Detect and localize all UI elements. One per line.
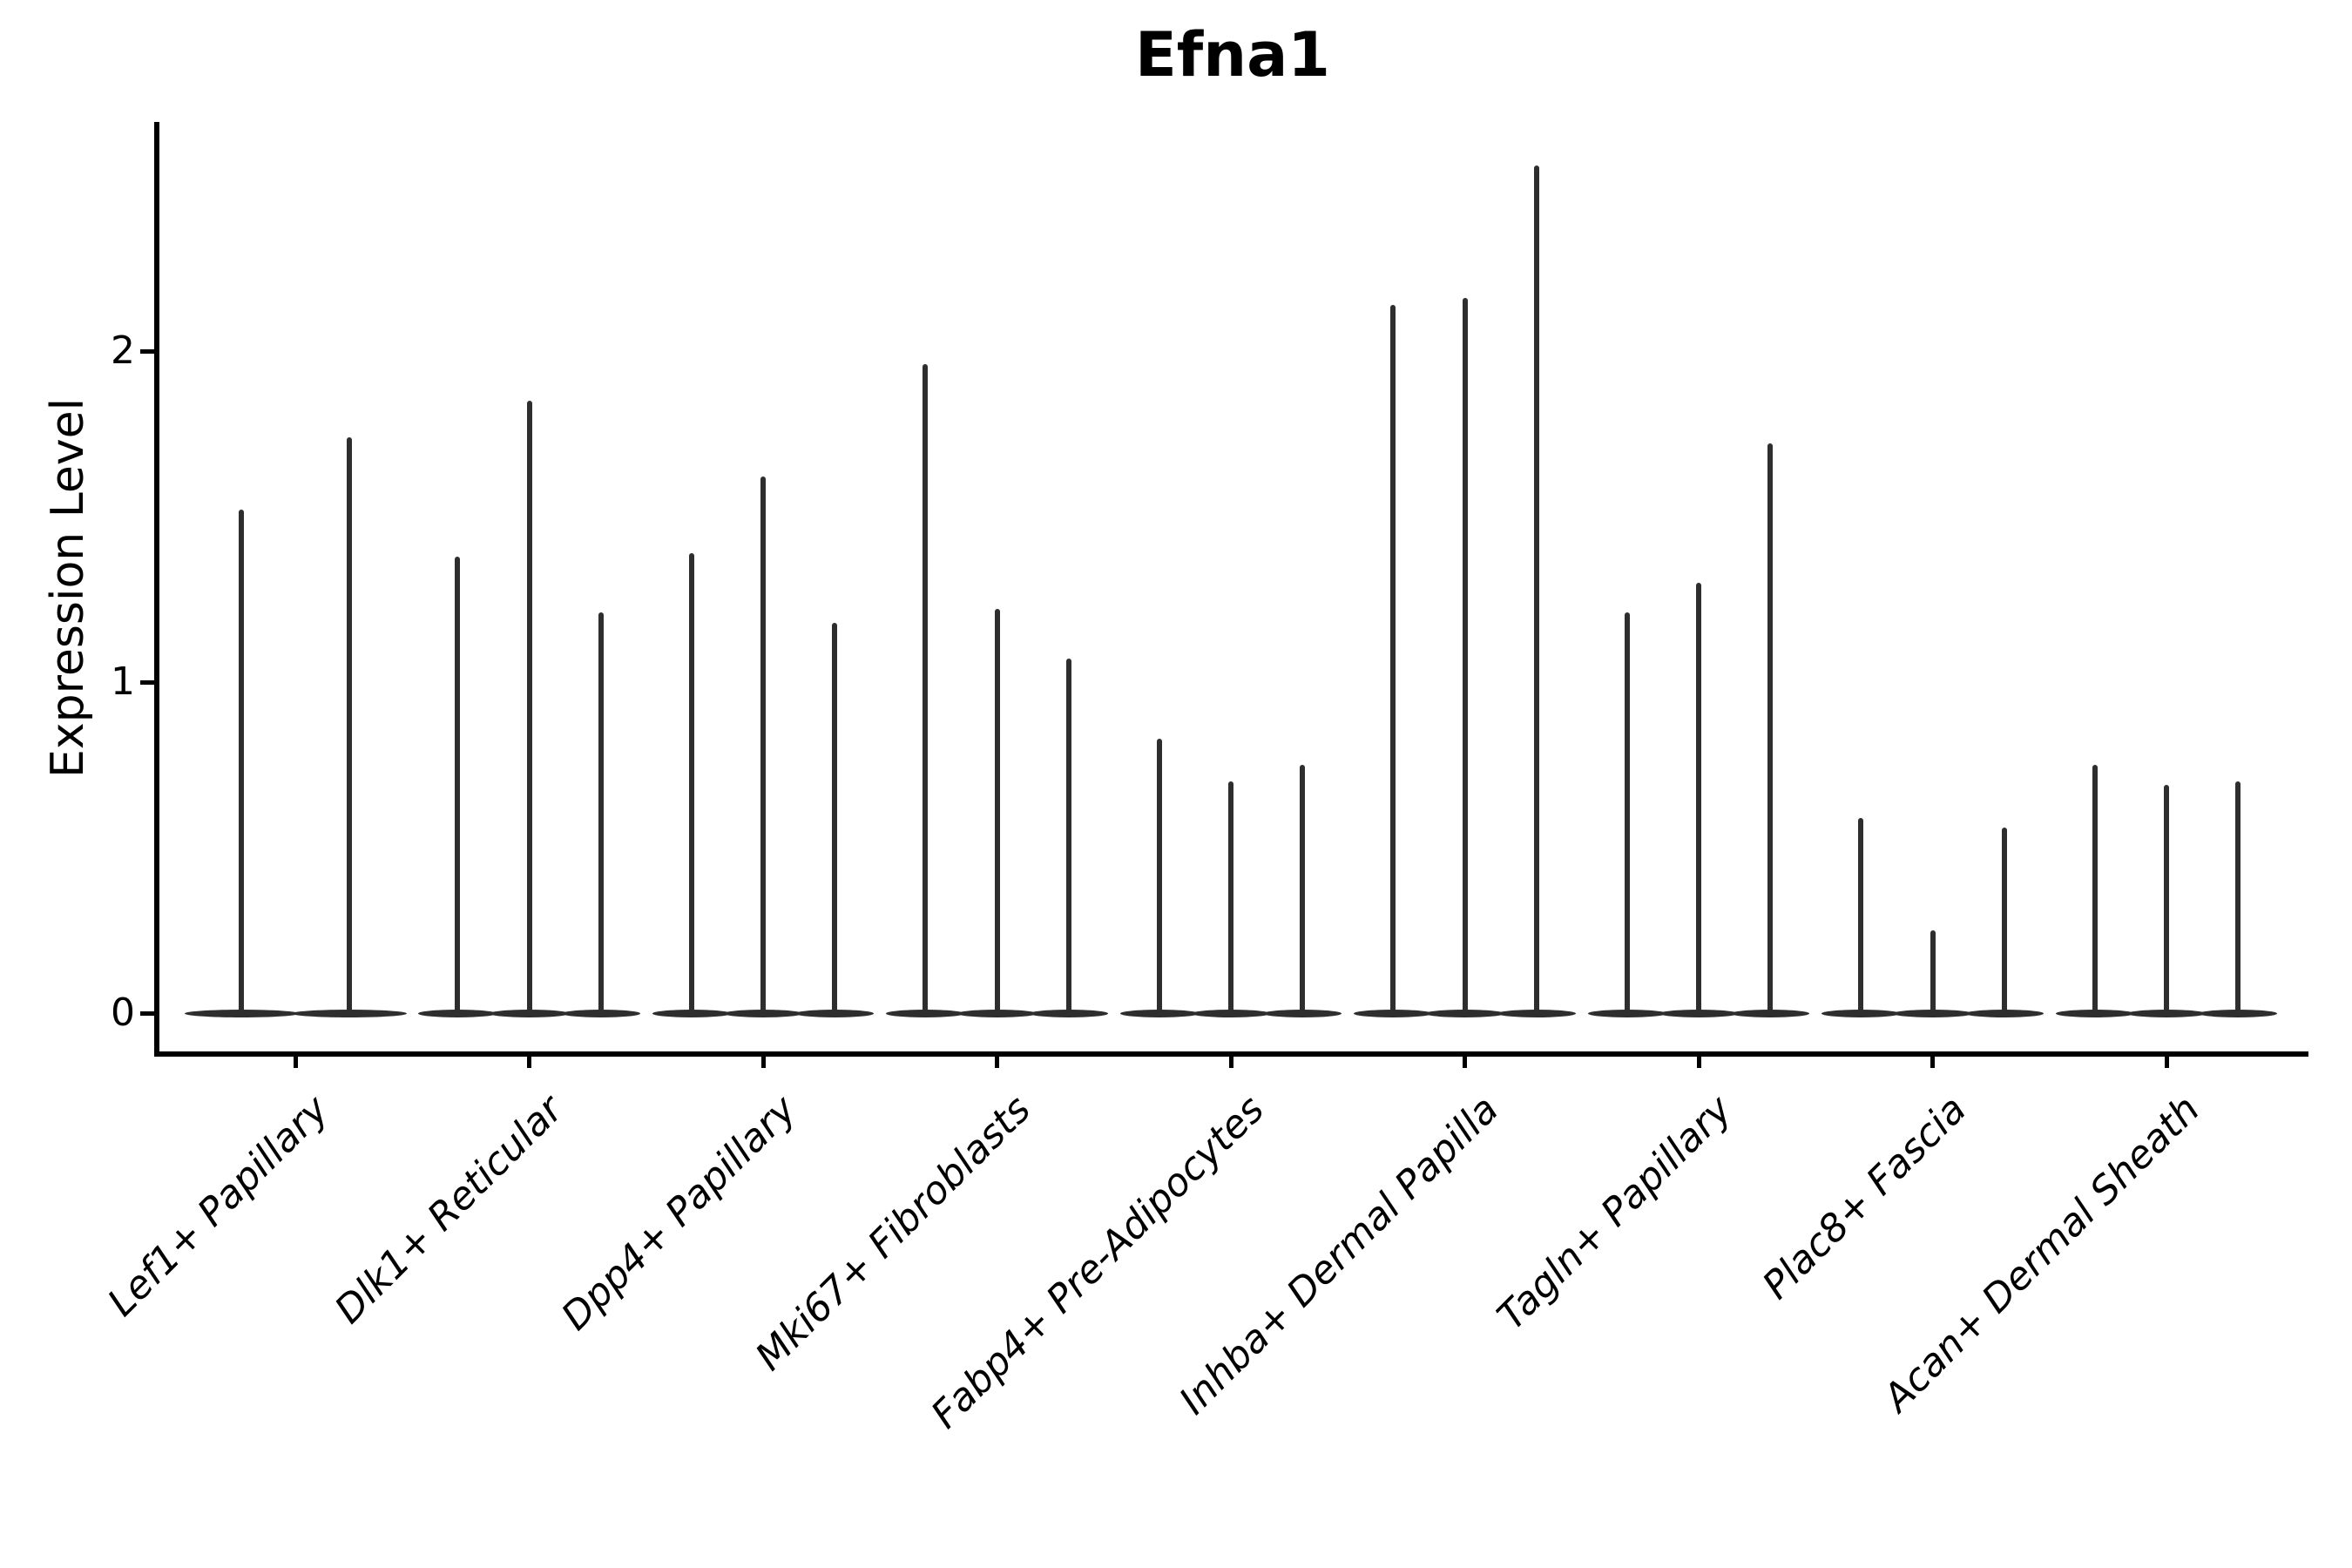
violin-spike [1300, 765, 1306, 1013]
violin-base [652, 1009, 731, 1017]
x-tick-mark [1228, 1054, 1233, 1068]
violin-base [1821, 1009, 1901, 1017]
violin-spike [1930, 930, 1936, 1013]
violin-spike [2001, 828, 2007, 1013]
violin-spike [1696, 583, 1701, 1013]
violin-spike [1228, 781, 1233, 1013]
violin-base [1964, 1009, 2044, 1017]
violin-base [957, 1009, 1037, 1017]
violin-base [418, 1009, 497, 1017]
violin-base [1497, 1009, 1576, 1017]
x-tick-label: Dlk1+ Reticular [326, 1087, 571, 1333]
violin-base [561, 1009, 640, 1017]
violin-spike [1390, 304, 1396, 1013]
violin-spike [598, 612, 604, 1013]
violin-spike [923, 364, 929, 1013]
violin-base [1659, 1009, 1739, 1017]
violin-base [292, 1009, 407, 1017]
violin-spike [1858, 817, 1864, 1013]
x-tick-label: Lef1+ Papillary [99, 1087, 338, 1326]
y-tick-mark [140, 349, 157, 354]
violin-base [1191, 1009, 1271, 1017]
violin-spike [1624, 612, 1630, 1013]
violin-spike [994, 609, 1000, 1013]
violin-base [1354, 1009, 1433, 1017]
violin-spike [1065, 659, 1071, 1013]
y-axis-line [154, 122, 159, 1057]
y-axis-label: Expression Level [42, 397, 94, 779]
x-tick-label: Plac8+ Fascia [1754, 1087, 1975, 1308]
violin-base [490, 1009, 569, 1017]
violin-spike [2235, 781, 2241, 1013]
x-tick-label: Mki67+ Fibroblasts [747, 1087, 1039, 1380]
y-tick-label: 1 [111, 659, 135, 704]
violin-spike [346, 436, 352, 1013]
violin-spike [1156, 738, 1162, 1013]
violin-spike [1533, 166, 1539, 1013]
violin-base [723, 1009, 803, 1017]
violin-spike [239, 510, 245, 1013]
x-tick-mark [1930, 1054, 1935, 1068]
x-tick-label: Acan+ Dermal Sheath [1875, 1087, 2209, 1421]
violin-spike [688, 552, 694, 1013]
x-tick-mark [1463, 1054, 1467, 1068]
violin-base [1587, 1009, 1666, 1017]
x-tick-mark [527, 1054, 531, 1068]
violin-spike [760, 476, 766, 1013]
violin-spike [2164, 784, 2169, 1013]
violin-base [184, 1009, 299, 1017]
x-tick-label: Inhba+ Dermal Papilla [1170, 1087, 1507, 1423]
x-tick-mark [760, 1054, 766, 1068]
violin-spike [2092, 765, 2098, 1013]
violin-base [1893, 1009, 1972, 1017]
violin-base [1029, 1009, 1108, 1017]
violin-spike [1767, 443, 1774, 1013]
x-tick-mark [293, 1054, 298, 1068]
chart-title: Efna1 [1134, 19, 1331, 91]
violin-spike [526, 401, 532, 1013]
violin-base [795, 1009, 875, 1017]
violin-base [1119, 1009, 1199, 1017]
violin-spike [455, 556, 461, 1013]
violin-base [1425, 1009, 1504, 1017]
violin-spike [1462, 298, 1468, 1013]
y-tick-mark [140, 680, 157, 685]
y-tick-label: 0 [111, 990, 135, 1035]
violin-base [1263, 1009, 1342, 1017]
violin-base [2199, 1009, 2278, 1017]
violin-base [886, 1009, 965, 1017]
x-tick-mark [1696, 1054, 1701, 1068]
x-tick-mark [995, 1054, 999, 1068]
violin-base [2126, 1009, 2207, 1017]
violin-base [1731, 1009, 1810, 1017]
x-tick-label: Dpp4+ Papillary [553, 1087, 806, 1340]
y-tick-mark [140, 1011, 157, 1016]
x-tick-mark [2164, 1054, 2169, 1068]
x-tick-label: Fabp4+ Pre-Adipocytes [923, 1087, 1274, 1437]
y-tick-label: 2 [111, 328, 135, 373]
x-tick-label: Tagln+ Papillary [1489, 1087, 1741, 1339]
violin-spike [832, 622, 838, 1013]
violin-base [2055, 1009, 2134, 1017]
